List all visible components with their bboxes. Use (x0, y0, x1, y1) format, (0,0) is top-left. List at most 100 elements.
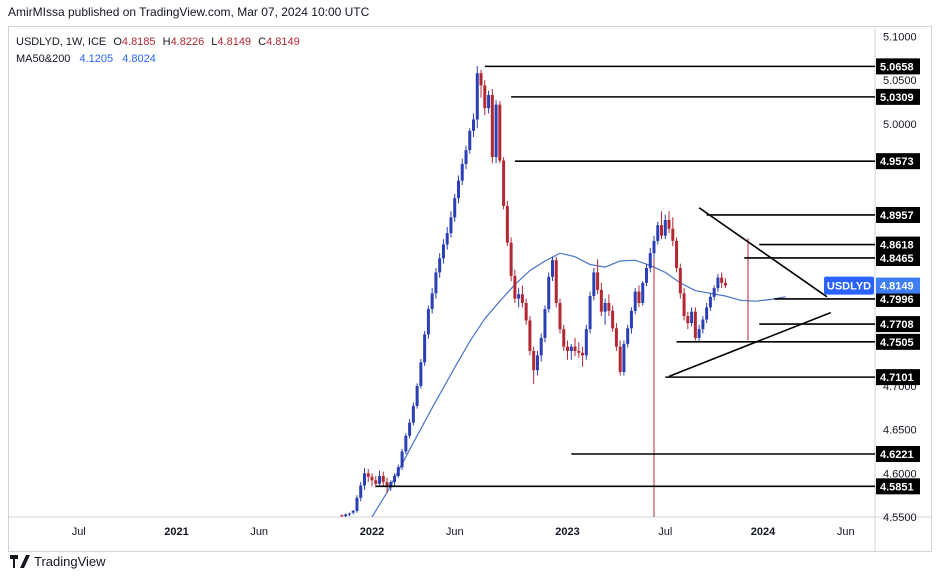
candle-body (675, 240, 679, 269)
candle-body (641, 282, 645, 303)
candle-body (400, 451, 404, 468)
candle-body (408, 422, 412, 436)
candle-body (663, 219, 667, 236)
candle-body (712, 288, 716, 297)
candle-body (614, 328, 618, 347)
candle-body (426, 309, 430, 335)
candle-body (370, 476, 374, 481)
candle-body (404, 435, 408, 452)
candle-body (411, 406, 415, 423)
chart-frame (8, 26, 932, 552)
level-price-tag (876, 206, 920, 223)
plot-area[interactable] (340, 65, 875, 534)
candle-body (438, 258, 442, 273)
last-price-text: 4.8149 (880, 281, 914, 293)
candle-body (378, 475, 382, 484)
candle-body (644, 268, 648, 283)
candle-body (660, 225, 664, 236)
publish-header: AmirMIssa published on TradingView.com, … (8, 5, 370, 19)
candle-body (419, 362, 423, 386)
candle-body (483, 85, 487, 109)
candle-body (693, 311, 697, 338)
candle-body (720, 277, 724, 283)
x-tick-label: Jul (658, 526, 672, 538)
candle-body (351, 510, 355, 513)
candle-body (393, 475, 397, 483)
candle-body (618, 346, 622, 372)
candle-body (344, 514, 348, 517)
level-price-tag (876, 290, 920, 307)
y-tick-label: 5.0000 (883, 119, 917, 131)
candle-body (667, 219, 671, 229)
candle-body (566, 346, 570, 352)
y-tick-label: 4.6500 (883, 425, 917, 437)
candle-body (490, 95, 494, 158)
candle-body (539, 337, 543, 356)
candle-body (577, 351, 581, 353)
level-price-tag (876, 58, 920, 75)
open-value: 4.8185 (121, 36, 156, 48)
candle-body (626, 328, 630, 345)
candle-body (359, 485, 363, 498)
candle-body (648, 253, 652, 269)
candle-body (415, 385, 419, 407)
symbol-label: USDLYD, 1W, ICE (16, 36, 107, 48)
x-tick-label: Jul (72, 526, 86, 538)
trendline (668, 311, 832, 378)
candle-body (468, 130, 472, 151)
tradingview-brand-text: TradingView (34, 554, 106, 569)
level-price-tag (876, 88, 920, 105)
level-price-text: 4.5851 (880, 481, 914, 493)
candle-body (362, 473, 366, 486)
candle-body (423, 334, 427, 363)
open-key: O (113, 36, 122, 48)
candle-body (347, 513, 351, 515)
level-price-text: 4.9573 (880, 156, 914, 168)
ma-label: MA50&200 (16, 53, 71, 65)
candle-body (464, 150, 468, 165)
level-price-tag (876, 316, 920, 333)
footer-brand[interactable]: TradingView (10, 554, 106, 569)
candle-body (588, 295, 592, 330)
candle-body (562, 329, 566, 347)
candle-body (550, 260, 554, 277)
candle-body (472, 119, 476, 131)
candle-body (513, 275, 517, 299)
candle-body (509, 242, 513, 276)
candle-body (366, 473, 370, 477)
candle-body (558, 302, 562, 330)
level-price-text: 4.7996 (880, 294, 914, 306)
candle-body (629, 310, 633, 329)
candle-body (723, 282, 727, 286)
candle-body (592, 272, 596, 296)
y-tick-label: 5.0500 (883, 75, 917, 87)
candle-body (701, 319, 705, 330)
candle-body (441, 244, 445, 259)
candle-body (449, 217, 453, 234)
candle-body (487, 95, 491, 109)
x-tick-label: Jun (837, 526, 855, 538)
candle-body (554, 260, 558, 303)
candle-body (396, 467, 400, 476)
candle-body (355, 497, 359, 511)
candle-body (532, 351, 536, 371)
level-price-text: 4.7101 (880, 372, 914, 384)
level-price-tag (876, 333, 920, 350)
candle-body (697, 329, 701, 338)
ma200-value: 4.8024 (122, 53, 156, 65)
candle-body (374, 480, 378, 484)
candle-body (622, 344, 626, 372)
candle-body (389, 482, 393, 488)
candle-body (599, 289, 603, 312)
level-price-text: 5.0309 (880, 92, 914, 104)
candle-body (498, 104, 502, 161)
candle-body (716, 277, 720, 289)
ohlc-legend: USDLYD, 1W, ICE O4.8185 H4.8226 L4.8149 … (16, 36, 300, 48)
y-tick-label: 4.6000 (883, 468, 917, 480)
candle-body (596, 272, 600, 290)
candle-body (652, 240, 656, 254)
candle-body (671, 228, 675, 241)
level-price-tag (876, 369, 920, 386)
x-tick-label: 2024 (751, 526, 776, 538)
